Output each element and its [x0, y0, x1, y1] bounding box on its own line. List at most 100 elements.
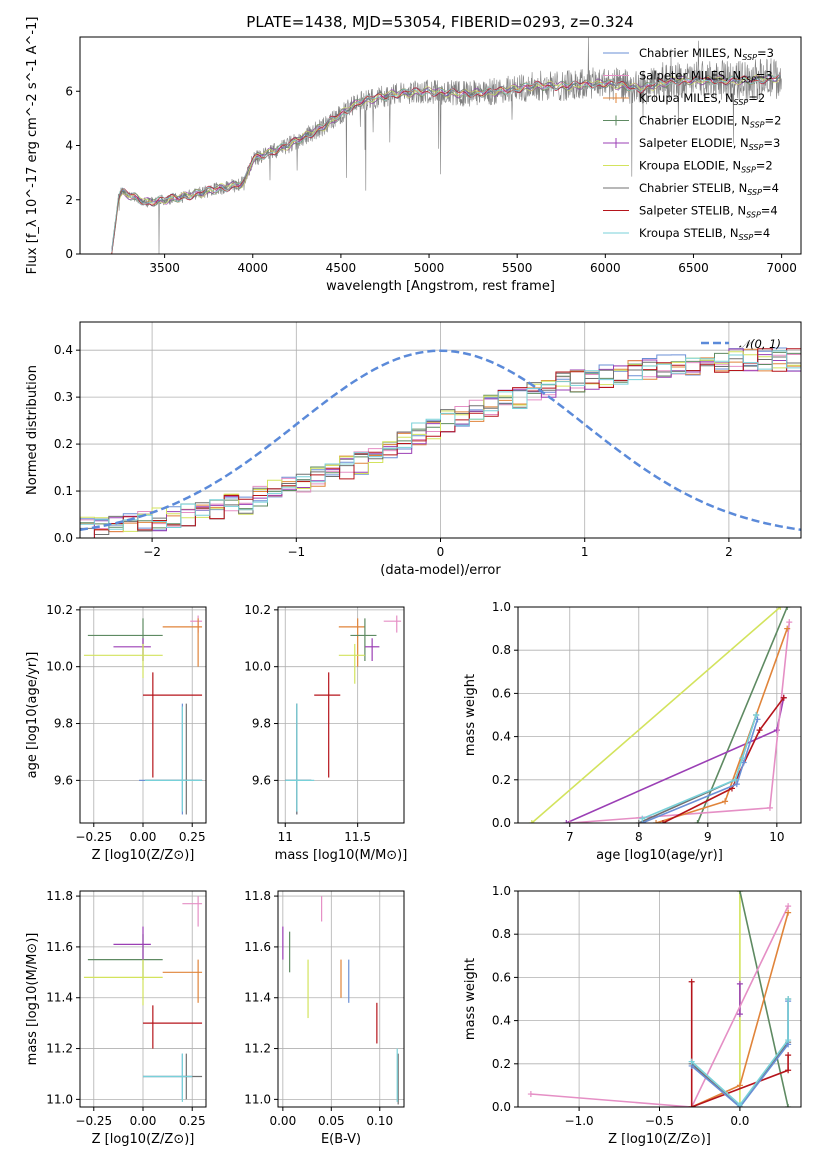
legend-entry: Kroupa MILES, NSSP=2	[603, 91, 765, 107]
residuals-ylabel: Normed distribution	[25, 365, 40, 495]
y-tick-label: 10.2	[244, 603, 271, 617]
legend-entry: Kroupa STELIB, NSSP=4	[603, 226, 770, 242]
y-tick-label: 11.8	[244, 889, 271, 903]
errorbar-point	[113, 926, 151, 960]
y-tick-label: 0.0	[492, 1100, 511, 1114]
spectrum-panel: 3500 4000 4500 5000 5500 6000 6500 7000 0 2 4 6 wave…	[25, 17, 802, 294]
x-tick-label: −2	[143, 545, 161, 559]
age_vs_Z-panel: −0.25 0.00 0.25 9.6 9.8 10.0 10.2 Z [log10(Z/Z⊙…	[25, 603, 207, 863]
mass_vs_ebv-plot-area	[282, 896, 399, 1105]
y-tick-label: 11.2	[244, 1042, 271, 1056]
errorbar-point	[314, 672, 341, 778]
errorbar-point	[87, 618, 163, 661]
x-tick-label: 10	[769, 830, 784, 844]
weight-series-line	[641, 719, 759, 823]
weight-point-marker	[785, 903, 792, 910]
x-tick-label: −0.25	[75, 1114, 112, 1128]
age_vs_mass-panel: 11 11.5 9.6 9.8 10.0 10.2 mass [log10(M/M⊙)]	[244, 603, 407, 863]
x-tick-label: 11.5	[344, 830, 371, 844]
age_vs_Z-ylabel: age [log10(age/yr)]	[25, 652, 40, 779]
errorbar-point	[143, 672, 203, 778]
legend-label: Kroupa ELODIE, NSSP=2	[639, 159, 773, 175]
weight-point-marker	[773, 727, 780, 734]
errorbar-point	[350, 618, 377, 661]
weight_vs_Z-frame	[517, 890, 802, 1108]
y-tick-label: 0.8	[492, 927, 511, 941]
y-tick-label: 0.6	[492, 970, 511, 984]
legend-label: Salpeter MILES, NSSP=3	[639, 69, 773, 85]
weight_vs_Z-panel: −1.0 −0.5 0.0 0.0 0.2 0.4 0.6 0.8 1.0 Z [log10(Z/…	[463, 884, 802, 1147]
mass_vs_Z-plot-area	[83, 896, 203, 1102]
residuals-xlabel: (data-model)/error	[380, 563, 501, 578]
y-tick-label: 6	[65, 84, 73, 98]
legend-entry: Chabrier ELODIE, NSSP=2	[603, 114, 781, 130]
x-tick-label: 0.10	[366, 1114, 393, 1128]
weight_vs_Z-plot-area	[527, 891, 792, 1107]
weight-point-marker	[785, 1067, 792, 1074]
weight-point-marker	[736, 891, 743, 894]
legend-entry: Kroupa ELODIE, NSSP=2	[603, 159, 773, 175]
weight-point-marker	[566, 820, 573, 823]
weight-point-marker	[722, 798, 729, 805]
x-tick-label: 6000	[590, 261, 621, 275]
weight-point-marker	[736, 1082, 743, 1089]
weight-series-line	[641, 714, 757, 820]
spectrum-model-line	[111, 73, 781, 252]
y-tick-label: 9.8	[54, 717, 73, 731]
age_vs_mass-plot-area	[285, 615, 402, 815]
weight-point-marker	[785, 1104, 792, 1107]
weight-point-marker	[528, 820, 535, 823]
y-tick-label: 11.6	[244, 940, 271, 954]
x-tick-label: 0.00	[130, 1114, 157, 1128]
weight-point-marker	[766, 804, 773, 811]
legend-entry: Salpeter ELODIE, NSSP=3	[603, 136, 780, 152]
residuals-panel: −2 −1 0 1 2 0.0 0.1 0.2 0.3 0.4 (data-model)/error…	[25, 321, 802, 578]
weight-point-marker	[739, 755, 746, 762]
legend-label: 𝒩(0, 1)	[739, 337, 781, 351]
spectrum-plot-area	[111, 37, 782, 254]
errorbar-point	[83, 959, 163, 1006]
weight-point-marker	[736, 980, 743, 987]
weight-point-marker	[659, 820, 666, 823]
legend-label: Chabrier ELODIE, NSSP=2	[639, 114, 781, 130]
weight-point-marker	[785, 909, 792, 916]
age_vs_Z-frame	[79, 606, 207, 824]
y-tick-label: 0.0	[492, 816, 511, 830]
y-tick-label: 9.6	[252, 773, 271, 787]
x-tick-label: 0.25	[179, 1114, 206, 1128]
weight_vs_age-plot-area	[528, 607, 793, 823]
x-tick-label: 0	[437, 545, 445, 559]
weight-point-marker	[694, 820, 701, 823]
y-tick-label: 11.2	[46, 1042, 73, 1056]
weight-point-marker	[780, 694, 787, 701]
weight_vs_age-frame	[517, 606, 802, 824]
y-tick-label: 0.1	[54, 484, 73, 498]
legend-label: Kroupa STELIB, NSSP=4	[639, 226, 770, 242]
errorbar-point	[144, 703, 203, 815]
errorbar-point	[162, 618, 203, 667]
weight-point-marker	[786, 619, 793, 626]
errorbar-point	[285, 703, 315, 812]
weight-point-marker	[688, 978, 695, 985]
weight-point-marker	[732, 776, 739, 783]
residuals-plot-area	[80, 347, 801, 538]
x-tick-label: 2	[725, 545, 733, 559]
y-tick-label: 0.6	[492, 686, 511, 700]
weight-series-line	[531, 607, 781, 823]
legend-label: Chabrier MILES, NSSP=3	[639, 46, 774, 62]
y-tick-label: 1.0	[492, 884, 511, 898]
errorbar-point	[143, 1053, 193, 1102]
x-tick-label: 6500	[678, 261, 709, 275]
y-tick-label: 0.2	[54, 437, 73, 451]
errorbar-point	[285, 703, 312, 815]
y-tick-label: 11.6	[46, 940, 73, 954]
x-tick-label: 8	[635, 830, 643, 844]
x-tick-label: 0.00	[130, 830, 157, 844]
weight_vs_age-panel: 7 8 9 10 0.0 0.2 0.4 0.6 0.8 1.0 age [log10(age/yr…	[463, 600, 802, 863]
age_vs_mass-frame	[277, 606, 405, 824]
weight-point-marker	[784, 625, 791, 632]
weight_vs_age-xlabel: age [log10(age/yr)]	[596, 848, 723, 863]
weight-point-marker	[563, 820, 570, 823]
spectrum-data-line	[111, 37, 782, 254]
x-tick-label: 0.0	[730, 1114, 749, 1128]
